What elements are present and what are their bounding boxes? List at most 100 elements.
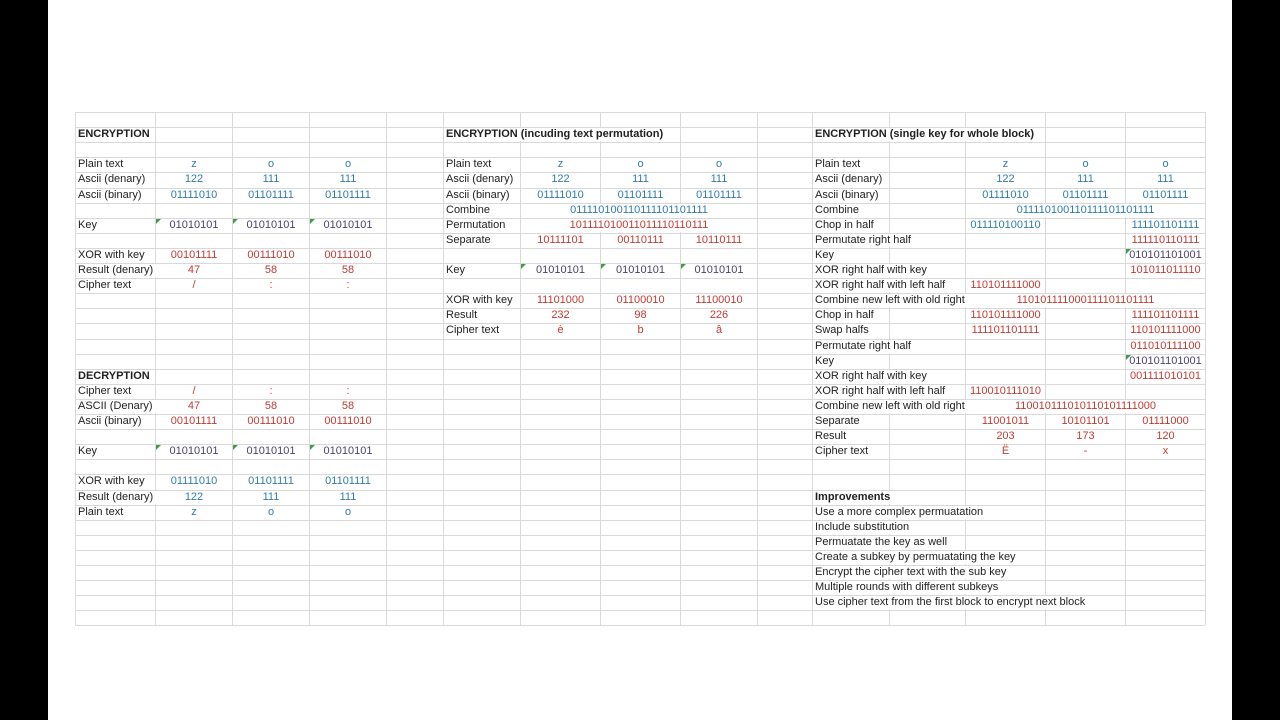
cell-value: 110101111000 bbox=[966, 309, 1045, 323]
cell-value: 00111010 bbox=[310, 415, 386, 428]
cell-value: 010101101001 bbox=[1126, 248, 1205, 262]
cell-value: o bbox=[1126, 158, 1205, 172]
row-label: Create a subkey by permuatating the key bbox=[814, 550, 1019, 564]
cell-value: 01100010 bbox=[601, 294, 680, 308]
gridline bbox=[75, 383, 1205, 385]
row-label: Separate bbox=[445, 233, 494, 247]
cell-value: 47 bbox=[156, 264, 232, 277]
gridline bbox=[75, 142, 1205, 144]
row-label: Permutate right half bbox=[814, 339, 914, 353]
cell-value: 01010101 bbox=[233, 218, 309, 232]
gridline bbox=[75, 338, 1205, 340]
cell-value: o bbox=[310, 505, 386, 519]
letterbox-right bbox=[1232, 0, 1280, 720]
gridline bbox=[75, 187, 1205, 189]
gridline bbox=[75, 112, 1205, 113]
cell-value: 01111010 bbox=[966, 188, 1045, 202]
row-label: Cipher text bbox=[814, 445, 872, 459]
cell-value: 111 bbox=[681, 173, 757, 187]
cell-value: 58 bbox=[233, 399, 309, 413]
green-corner-flag-icon bbox=[233, 445, 238, 451]
cell-value: 01101111 bbox=[1046, 188, 1125, 202]
cell-value: 110101111000 bbox=[1126, 324, 1205, 338]
section-title: ENCRYPTION bbox=[77, 128, 153, 142]
cell-value: z bbox=[966, 158, 1045, 172]
cell-value: 111 bbox=[1126, 173, 1205, 187]
cell-value: 111 bbox=[601, 173, 680, 187]
cell-value: 10110111 bbox=[681, 233, 757, 247]
row-label: Include substitution bbox=[814, 520, 913, 534]
cell-value: 01111010 bbox=[156, 475, 232, 489]
cell-value: 00111010 bbox=[310, 248, 386, 262]
section-title: ENCRYPTION (incuding text permutation) bbox=[445, 128, 667, 142]
cell-value: o bbox=[233, 158, 309, 172]
gridline bbox=[75, 278, 1205, 280]
cell-value: o bbox=[681, 158, 757, 172]
gridline bbox=[75, 127, 1205, 129]
row-label: Permutate right half bbox=[814, 233, 914, 247]
gridline bbox=[75, 308, 1205, 310]
row-label: XOR right half with key bbox=[814, 264, 930, 277]
cell-value: 01010101 bbox=[233, 445, 309, 459]
cell-value: 120 bbox=[1126, 430, 1205, 444]
row-label: Separate bbox=[814, 415, 863, 428]
gridline bbox=[75, 504, 1205, 506]
cell-value: 01101111 bbox=[310, 475, 386, 489]
cell-value: : bbox=[233, 279, 309, 293]
green-corner-flag-icon bbox=[310, 445, 315, 451]
gridline bbox=[75, 580, 1205, 582]
cell-value: 111101101111 bbox=[966, 324, 1045, 338]
gridline bbox=[75, 610, 1205, 612]
cell-value: 01101111 bbox=[1126, 188, 1205, 202]
cell-value: o bbox=[310, 158, 386, 172]
gridline bbox=[75, 459, 1205, 461]
row-label: Ascii (denary) bbox=[445, 173, 517, 187]
gridline bbox=[75, 368, 1205, 370]
cell-value: 58 bbox=[310, 399, 386, 413]
green-corner-flag-icon bbox=[601, 264, 606, 269]
cell-value: 01010101 bbox=[521, 264, 600, 277]
cell-value: 203 bbox=[966, 430, 1045, 444]
cell-value: 122 bbox=[156, 173, 232, 187]
cell-value: 00101111 bbox=[156, 248, 232, 262]
gridline bbox=[75, 172, 1205, 174]
cell-value: 001111010101 bbox=[1126, 369, 1205, 383]
cell-value: 111 bbox=[310, 490, 386, 504]
cell-value: o bbox=[601, 158, 680, 172]
cell-value: è bbox=[521, 324, 600, 338]
cell-value: 011110100110 bbox=[966, 218, 1045, 232]
row-label: Key bbox=[814, 248, 837, 262]
gridline bbox=[75, 202, 1205, 204]
gridline bbox=[75, 414, 1205, 415]
letterbox-left bbox=[0, 0, 48, 720]
row-label: XOR right half with left half bbox=[814, 384, 949, 398]
row-label: Chop in half bbox=[814, 218, 877, 232]
cell-value: 58 bbox=[310, 264, 386, 277]
row-label: Ascii (binary) bbox=[77, 415, 145, 428]
cell-value: 01101111 bbox=[233, 188, 309, 202]
cell-value: 11001011 bbox=[966, 415, 1045, 428]
gridline bbox=[75, 217, 1205, 219]
cell-value: 00101111 bbox=[156, 415, 232, 428]
row-label: Key bbox=[445, 264, 468, 277]
cell-value: 111 bbox=[233, 173, 309, 187]
cell-value: 01010101 bbox=[156, 218, 232, 232]
cell-value: z bbox=[521, 158, 600, 172]
gridline bbox=[75, 474, 1205, 476]
section-title: ENCRYPTION (single key for whole block) bbox=[814, 128, 1038, 142]
section-title: DECRYPTION bbox=[77, 369, 153, 383]
cell-value: : bbox=[310, 279, 386, 293]
cell-value: - bbox=[1046, 445, 1125, 459]
row-label: Plain text bbox=[814, 158, 864, 172]
gridline bbox=[1205, 112, 1206, 626]
green-corner-flag-icon bbox=[1126, 354, 1131, 360]
cell-value: 01010101 bbox=[156, 445, 232, 459]
green-corner-flag-icon bbox=[310, 218, 315, 224]
cell-value: : bbox=[310, 384, 386, 398]
gridline bbox=[75, 353, 1205, 355]
cell-value-merged: 011110100110111101101111 bbox=[966, 203, 1205, 217]
cell-value: 01010101 bbox=[310, 445, 386, 459]
cell-value: b bbox=[601, 324, 680, 338]
cell-value: 11101000 bbox=[521, 294, 600, 308]
cell-value: 010101101001 bbox=[1126, 354, 1205, 368]
